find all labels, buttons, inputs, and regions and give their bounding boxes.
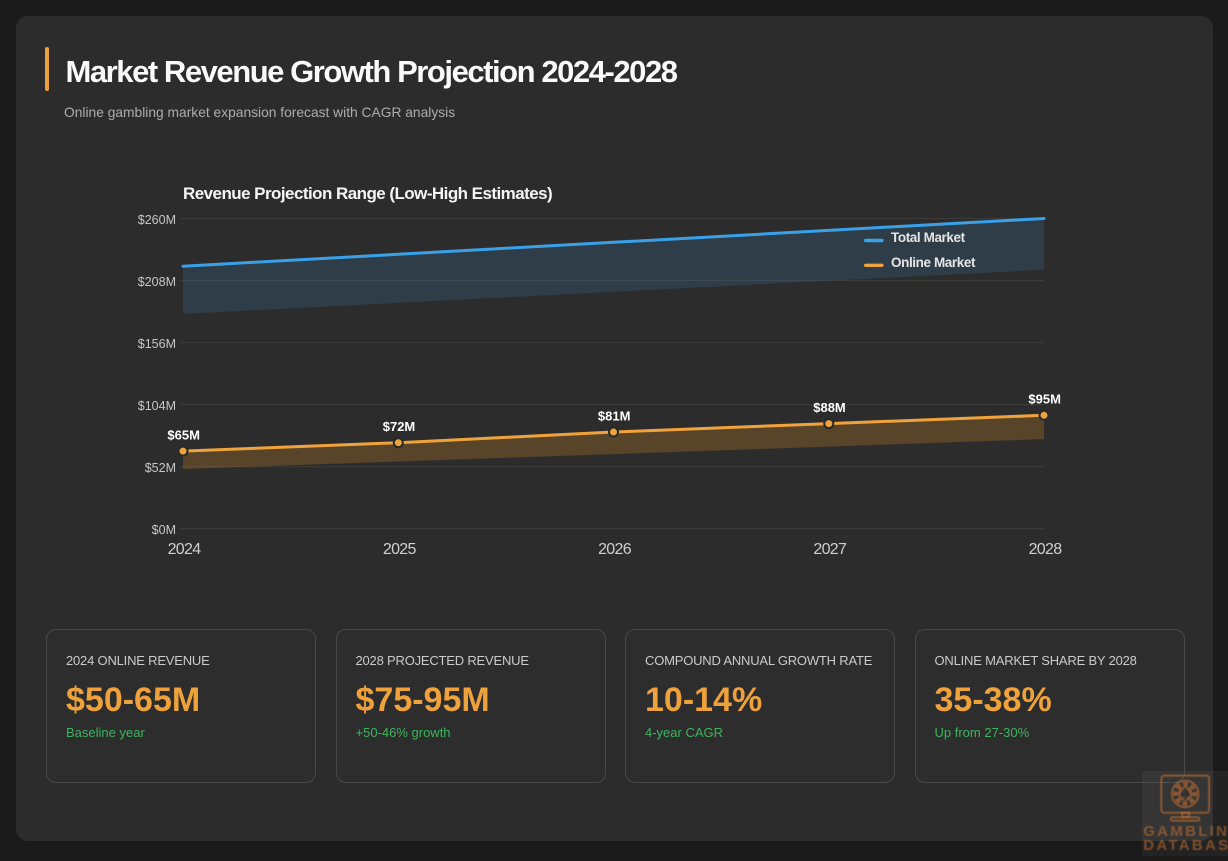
svg-text:$156M: $156M xyxy=(138,337,176,351)
svg-text:$95M: $95M xyxy=(1028,392,1061,407)
svg-text:$52M: $52M xyxy=(145,461,176,475)
svg-text:2027: 2027 xyxy=(813,541,847,558)
svg-text:2025: 2025 xyxy=(383,541,417,558)
svg-text:$88M: $88M xyxy=(813,400,846,415)
svg-text:Total Market: Total Market xyxy=(891,230,966,245)
svg-text:$65M: $65M xyxy=(167,427,200,442)
svg-text:2026: 2026 xyxy=(598,541,632,558)
svg-text:2028: 2028 xyxy=(1029,541,1063,558)
svg-text:$208M: $208M xyxy=(138,275,176,289)
svg-text:$0M: $0M xyxy=(152,523,176,537)
svg-text:$260M: $260M xyxy=(138,213,176,227)
svg-text:Online Market: Online Market xyxy=(891,255,976,270)
svg-text:$72M: $72M xyxy=(383,419,416,434)
svg-text:$81M: $81M xyxy=(598,408,631,423)
svg-text:2024: 2024 xyxy=(168,541,202,558)
svg-text:$104M: $104M xyxy=(138,399,176,413)
svg-text:Revenue Projection Range (Low-: Revenue Projection Range (Low-High Estim… xyxy=(183,184,552,203)
